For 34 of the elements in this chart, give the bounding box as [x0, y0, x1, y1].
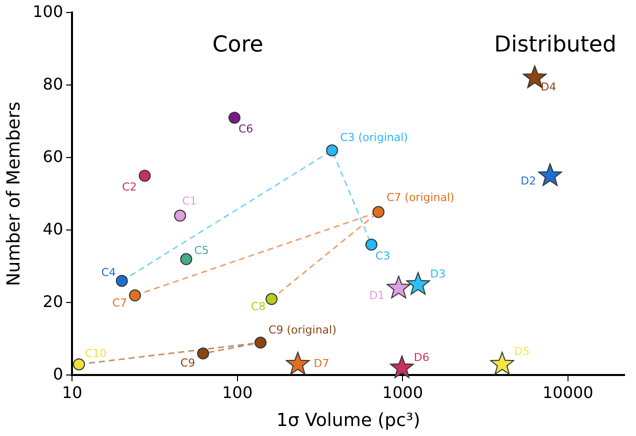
- series-label: C9: [180, 356, 196, 370]
- y-tick-label: 60: [42, 146, 64, 166]
- x-tick-label: 100: [222, 382, 253, 402]
- annotation: Distributed: [494, 32, 616, 58]
- series-label: D6: [414, 350, 430, 364]
- series-label: C10: [84, 347, 107, 360]
- x-tick-label: 10: [62, 382, 82, 402]
- series-label: C7: [112, 296, 127, 310]
- series-label: C2: [122, 180, 137, 194]
- y-tick-label: 20: [42, 292, 64, 311]
- x-axis-title: 1σ Volume (pc³): [276, 410, 420, 431]
- series-label: C4: [101, 266, 116, 279]
- y-tick-label: 40: [42, 219, 64, 238]
- series-label: D2: [520, 174, 536, 188]
- series-label: D5: [514, 345, 530, 358]
- series-label: D1: [369, 289, 385, 302]
- y-tick-label: 100: [32, 2, 64, 21]
- series-label: C7 (original): [386, 190, 454, 204]
- x-tick-label: 1000: [382, 382, 424, 402]
- series-label: C3: [375, 250, 390, 263]
- series-label: C5: [194, 244, 209, 258]
- y-tick-label: 0: [52, 364, 64, 384]
- series-label: C8: [250, 300, 266, 313]
- series-label: C1: [182, 194, 197, 208]
- series-label: C6: [238, 122, 254, 136]
- series-label: C9 (original): [268, 323, 336, 336]
- x-tick-label: 10000: [542, 382, 594, 402]
- series-label: D7: [314, 357, 330, 370]
- y-axis-title: Number of Members: [3, 102, 24, 286]
- y-tick-label: 80: [42, 74, 64, 94]
- series-label: C3 (original): [340, 131, 408, 144]
- annotation: Core: [212, 32, 264, 58]
- series-label: D3: [430, 267, 446, 280]
- series-label: D4: [540, 80, 556, 94]
